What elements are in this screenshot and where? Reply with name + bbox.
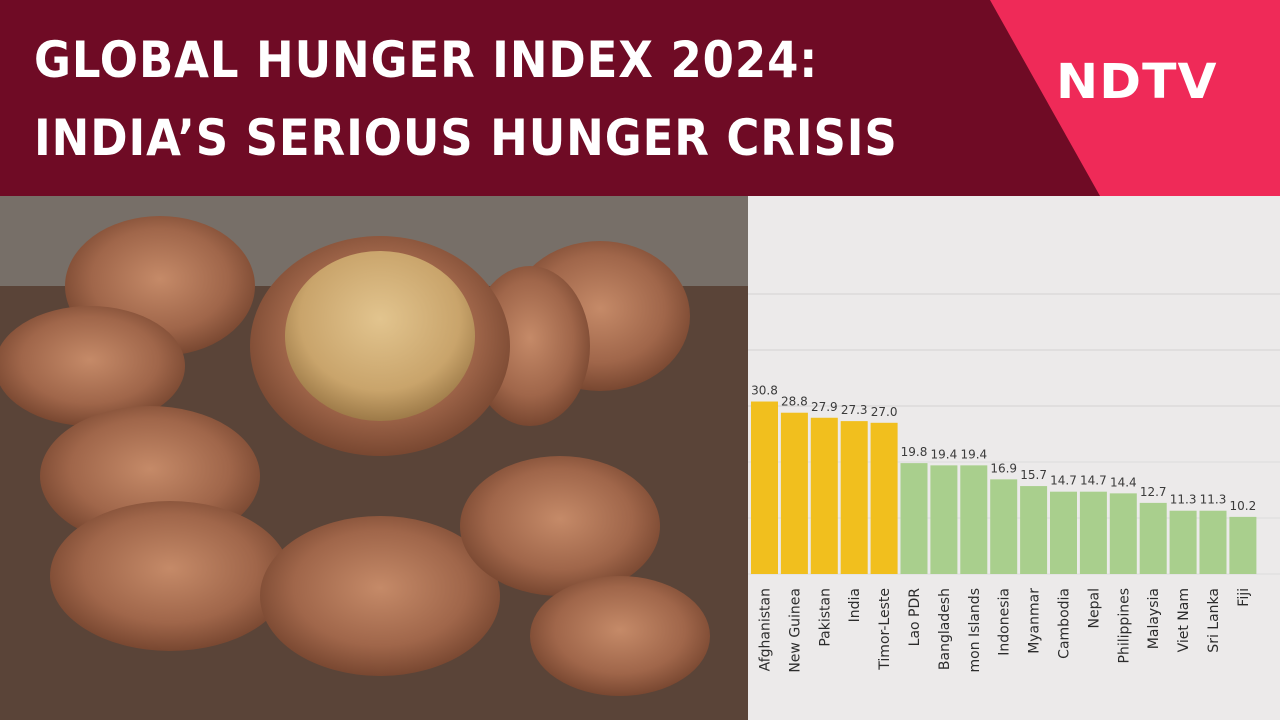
bar-afghanistan — [751, 401, 778, 574]
headline-line-2: INDIA’S SERIOUS HUNGER CRISIS — [34, 109, 898, 167]
category-label: Pakistan — [817, 588, 833, 647]
value-label: 27.3 — [841, 403, 868, 417]
bar-bangladesh — [930, 465, 958, 574]
bars — [751, 401, 1257, 574]
value-label: 19.4 — [960, 447, 987, 461]
category-label: Afghanistan — [758, 588, 774, 671]
category-label: India — [847, 588, 863, 622]
chart-canvas: 504030 30.828.827.927.327.019.819.419.41… — [748, 293, 1280, 673]
hand-shapes — [0, 216, 710, 696]
value-label: 14.4 — [1110, 475, 1137, 489]
value-label: 14.7 — [1050, 474, 1077, 488]
value-label: 19.8 — [901, 445, 928, 459]
bar-malaysia — [1139, 502, 1167, 574]
hands-illustration — [0, 196, 748, 720]
value-label: 15.7 — [1020, 468, 1047, 482]
ghi-bar-chart: 504030 30.828.827.927.327.019.819.419.41… — [748, 196, 1280, 720]
category-label: Nepal — [1086, 588, 1102, 628]
value-labels: 30.828.8 27.9 27.3 27.019.8 19.4 19.416.9 15.7… — [751, 384, 1256, 513]
headline-banner: GLOBAL HUNGER INDEX 2024: INDIA’S SERIOU… — [0, 0, 1280, 196]
bar-india — [840, 421, 868, 574]
bar-myanmar — [1020, 486, 1048, 574]
category-label: Myanmar — [1027, 588, 1043, 654]
value-label: 12.7 — [1140, 485, 1167, 499]
ndtv-logo: NDTV — [1056, 54, 1218, 110]
bar-fiji — [1229, 516, 1257, 574]
category-label: Indonesia — [997, 588, 1013, 656]
bar-lao-pdr — [900, 463, 928, 574]
category-label: Fiji — [1236, 588, 1252, 607]
value-label: 28.8 — [781, 395, 808, 409]
bar-sri-lanka — [1199, 510, 1227, 574]
category-label: Cambodia — [1057, 588, 1073, 659]
bar-indonesia — [990, 479, 1018, 574]
value-label: 19.4 — [931, 447, 958, 461]
category-label: Malaysia — [1146, 588, 1162, 649]
headline-line-1: GLOBAL HUNGER INDEX 2024: — [34, 31, 819, 89]
category-label: Bangladesh — [937, 588, 953, 670]
bar-timor-leste — [870, 422, 898, 574]
value-label: 14.7 — [1080, 474, 1107, 488]
bar-mon-islands — [960, 465, 988, 574]
value-label: 30.8 — [751, 384, 778, 398]
value-label: 27.9 — [811, 400, 838, 414]
category-label: mon Islands — [967, 588, 983, 672]
category-label: Viet Nam — [1176, 588, 1192, 652]
value-label: 16.9 — [990, 461, 1017, 475]
value-label: 27.0 — [871, 405, 898, 419]
bar-viet-nam — [1169, 510, 1197, 574]
bar-nepal — [1079, 491, 1107, 574]
category-label: Lao PDR — [907, 588, 923, 647]
value-label: 10.2 — [1230, 499, 1257, 513]
category-label: New Guinea — [787, 588, 803, 673]
value-label: 11.3 — [1170, 493, 1197, 507]
value-label: 11.3 — [1200, 493, 1227, 507]
bar-pakistan — [810, 417, 838, 574]
category-label: Timor-Leste — [877, 588, 893, 671]
category-label: Sri Lanka — [1206, 588, 1222, 653]
bar-philippines — [1109, 493, 1137, 574]
category-labels: Afghanistan New Guinea Pakistan India Timor-… — [758, 588, 1252, 673]
category-label: Philippines — [1116, 588, 1132, 663]
bar-cambodia — [1050, 491, 1077, 574]
bar-new-guinea — [780, 412, 808, 574]
hands-grain-photo — [0, 196, 748, 720]
